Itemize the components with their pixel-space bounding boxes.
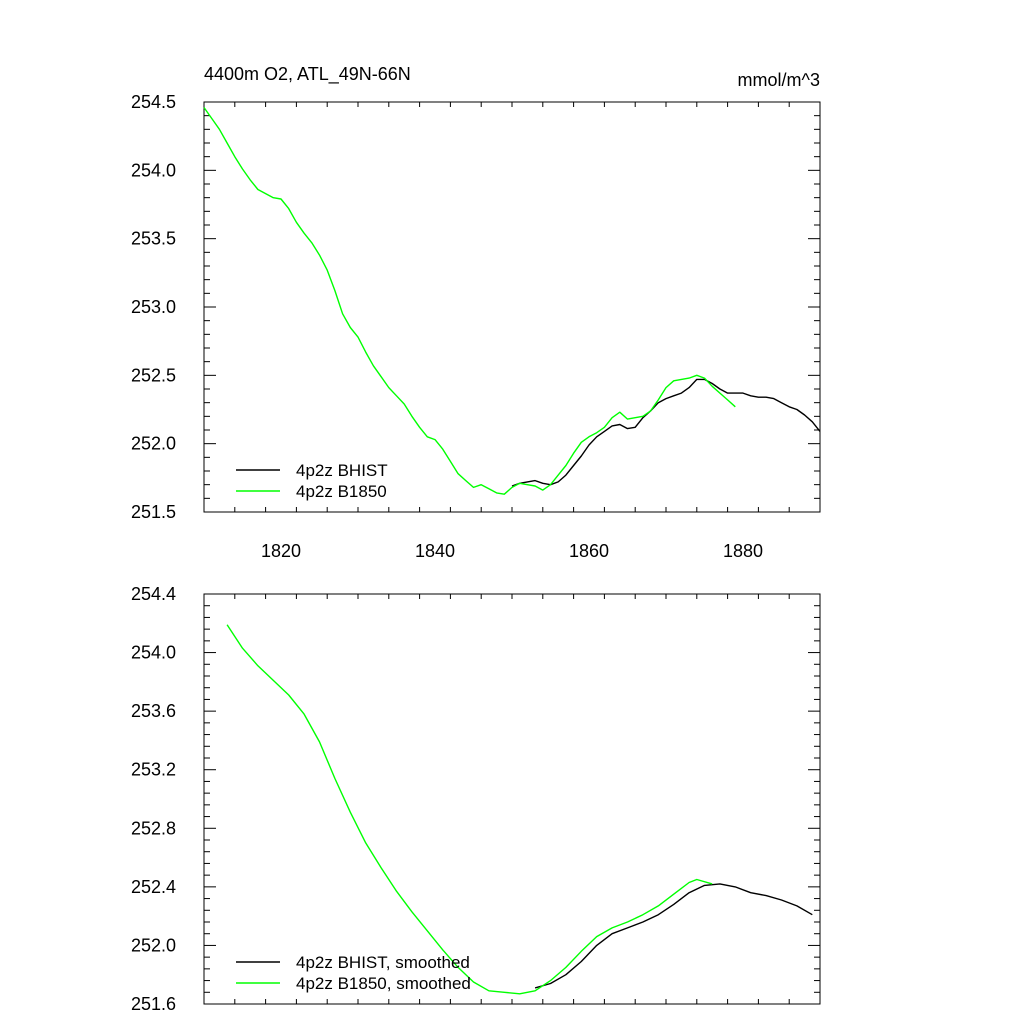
y-tick-label: 253.5 — [131, 229, 176, 249]
y-tick-label: 253.6 — [131, 701, 176, 721]
legend: 4p2z BHIST, smoothed 4p2z B1850, smoothed — [236, 953, 471, 993]
y-tick-label: 253.0 — [131, 297, 176, 317]
top-panel: 4400m O2, ATL_49N-66N mmol/m^3 1820 1840 1… — [131, 64, 821, 561]
y-tick-label: 254.0 — [131, 160, 176, 180]
x-tick-label: 1840 — [415, 541, 455, 561]
y-tick-label: 254.0 — [131, 643, 176, 663]
series-lines — [226, 624, 813, 995]
axis-ticks: 251.6 252.0 252.4 252.8 253.2 253.6 254.0 254.4 — [131, 584, 821, 1014]
y-tick-label: 252.0 — [131, 434, 176, 454]
plot-frame — [203, 593, 821, 1005]
x-tick-label: 1860 — [569, 541, 609, 561]
axis-ticks: 1820 1840 1860 1880 251.5 252.0 252.5 253.0 253.… — [131, 92, 821, 561]
legend: 4p2z BHIST 4p2z B1850 — [236, 461, 388, 501]
chart-units: mmol/m^3 — [738, 70, 820, 90]
y-tick-label: 254.4 — [131, 584, 176, 604]
legend-label: 4p2z BHIST, smoothed — [296, 953, 470, 972]
bottom-panel: 251.6 252.0 252.4 252.8 253.2 253.6 254.0 254.4… — [131, 584, 821, 1014]
x-tick-label: 1880 — [723, 541, 763, 561]
series-line-bhist — [511, 378, 821, 487]
y-tick-label: 252.5 — [131, 365, 176, 385]
legend-label: 4p2z B1850 — [296, 482, 387, 501]
series-line-bhist — [534, 883, 813, 989]
x-tick-label: 1820 — [261, 541, 301, 561]
y-tick-label: 251.6 — [131, 994, 176, 1014]
series-lines — [203, 107, 821, 495]
y-tick-label: 254.5 — [131, 92, 176, 112]
chart-title: 4400m O2, ATL_49N-66N — [204, 64, 411, 85]
y-tick-label: 252.8 — [131, 818, 176, 838]
series-line-b1850 — [226, 624, 713, 995]
y-tick-label: 252.4 — [131, 877, 176, 897]
y-tick-label: 251.5 — [131, 502, 176, 522]
y-tick-label: 252.0 — [131, 935, 176, 955]
series-line-b1850 — [203, 107, 736, 495]
y-tick-label: 253.2 — [131, 760, 176, 780]
plot-frame — [203, 101, 821, 513]
legend-label: 4p2z BHIST — [296, 461, 388, 480]
legend-label: 4p2z B1850, smoothed — [296, 974, 471, 993]
